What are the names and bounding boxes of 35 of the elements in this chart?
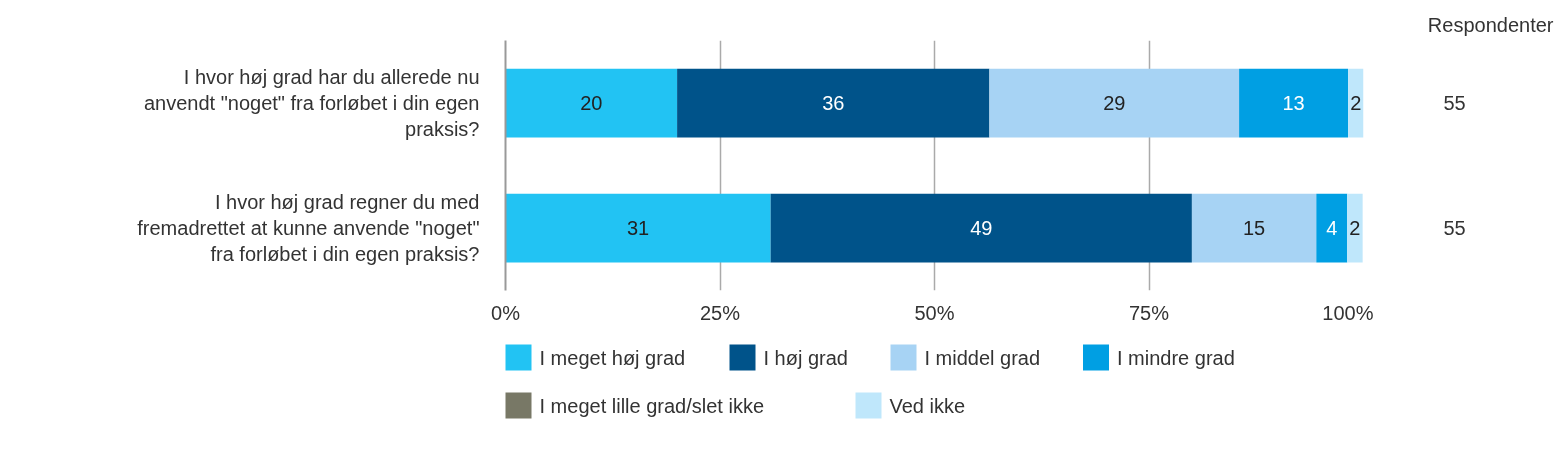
legend-label: I mindre grad (1117, 346, 1235, 369)
x-tick-label: 50% (914, 301, 955, 324)
x-tick-label: 0% (491, 301, 521, 324)
data-label: 36 (822, 92, 845, 114)
data-label: 15 (1242, 217, 1266, 239)
bar (1191, 193, 1317, 263)
bar (1316, 193, 1348, 263)
y-tick-label: I hvor høj grad regner du med fremadrettet at kunne anvende "noget" fra forløbet i din egen praksis? (137, 190, 480, 266)
y-tick-label: I hvor høj grad har du allerede nu anvendt "noget" fra forløbet i din egen praksis? (143, 65, 480, 141)
bar (677, 68, 990, 138)
data-label: 2 (1349, 217, 1361, 239)
legend-label: I meget lille grad/slet ikke (539, 394, 765, 417)
legend-label: I meget høj grad (539, 346, 686, 369)
bar (1239, 68, 1349, 138)
text: 55 (1443, 217, 1466, 239)
legend-label: I middel grad (924, 346, 1041, 369)
data-label: 31 (626, 217, 650, 239)
text: Respondenter (1427, 13, 1554, 36)
bar (505, 68, 678, 138)
text: 55 (1443, 92, 1466, 114)
data-label: 4 (1326, 217, 1338, 239)
x-tick-label: 75% (1128, 301, 1170, 324)
bar (1347, 193, 1363, 263)
x-tick-label: 100% (1322, 301, 1374, 324)
data-label: 20 (580, 92, 603, 114)
legend-label: Ved ikke (889, 394, 966, 417)
x-tick-label: 25% (699, 301, 741, 324)
data-label: 13 (1282, 92, 1305, 114)
legend-label: I høj grad (763, 346, 848, 369)
bar (505, 193, 771, 263)
data-label: 2 (1350, 92, 1362, 114)
data-label: 29 (1103, 92, 1126, 114)
data-label: 49 (970, 217, 993, 239)
bar (989, 68, 1240, 138)
bar (770, 193, 1192, 263)
